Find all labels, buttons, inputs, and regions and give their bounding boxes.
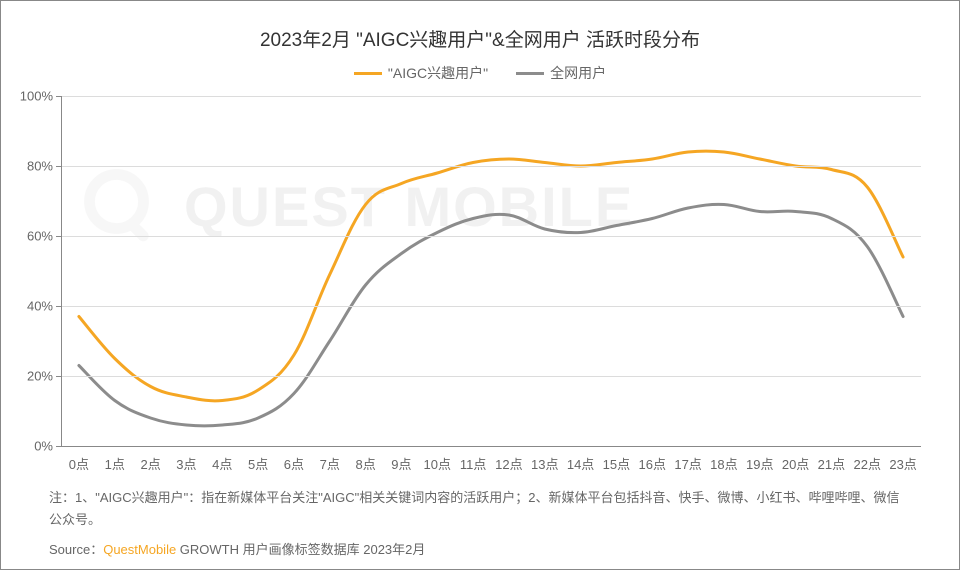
x-axis-label: 9点	[391, 446, 411, 473]
series-line-0	[79, 151, 903, 401]
x-axis-label: 10点	[424, 446, 451, 473]
chart-title: 2023年2月 "AIGC兴趣用户"&全网用户 活跃时段分布	[1, 25, 959, 52]
x-axis-label: 5点	[248, 446, 268, 473]
legend-label: 全网用户	[550, 63, 606, 83]
x-axis-label: 8点	[355, 446, 375, 473]
x-axis-label: 19点	[746, 446, 773, 473]
line-plot	[61, 96, 921, 446]
y-axis-label: 100%	[20, 89, 61, 104]
x-axis-label: 23点	[889, 446, 916, 473]
x-axis-label: 14点	[567, 446, 594, 473]
series-line-1	[79, 204, 903, 426]
x-axis-label: 6点	[284, 446, 304, 473]
source-rest: GROWTH 用户画像标签数据库 2023年2月	[176, 542, 425, 557]
gridline	[61, 236, 921, 237]
legend-label: "AIGC兴趣用户"	[388, 63, 488, 83]
y-axis-label: 40%	[27, 299, 61, 314]
source-prefix: Source：	[49, 542, 103, 557]
chart-container: QUEST MOBILE 2023年2月 "AIGC兴趣用户"&全网用户 活跃时…	[0, 0, 960, 570]
x-axis-label: 18点	[710, 446, 737, 473]
gridline	[61, 96, 921, 97]
x-axis-label: 12点	[495, 446, 522, 473]
x-axis-label: 20点	[782, 446, 809, 473]
legend-item-0: "AIGC兴趣用户"	[354, 63, 488, 83]
legend-swatch	[354, 72, 382, 75]
footnote: 注：1、"AIGC兴趣用户"：指在新媒体平台关注"AIGC"相关关键词内容的活跃…	[49, 487, 911, 531]
x-axis-label: 3点	[176, 446, 196, 473]
x-axis-label: 1点	[105, 446, 125, 473]
x-axis-label: 21点	[818, 446, 845, 473]
y-axis-label: 20%	[27, 369, 61, 384]
source-line: Source：QuestMobile GROWTH 用户画像标签数据库 2023…	[49, 539, 425, 558]
gridline	[61, 376, 921, 377]
source-brand: QuestMobile	[103, 542, 176, 557]
gridline	[61, 306, 921, 307]
x-axis-label: 22点	[854, 446, 881, 473]
x-axis-label: 13点	[531, 446, 558, 473]
legend-item-1: 全网用户	[516, 63, 606, 83]
x-axis-label: 15点	[603, 446, 630, 473]
x-axis-label: 4点	[212, 446, 232, 473]
x-axis-label: 11点	[460, 446, 487, 473]
x-axis-label: 7点	[320, 446, 340, 473]
legend-swatch	[516, 72, 544, 75]
legend: "AIGC兴趣用户" 全网用户	[1, 63, 959, 83]
x-axis-label: 0点	[69, 446, 89, 473]
y-axis-label: 60%	[27, 229, 61, 244]
y-axis	[61, 96, 62, 446]
chart-area: 0%20%40%60%80%100%0点1点2点3点4点5点6点7点8点9点10…	[61, 96, 921, 446]
y-axis-label: 0%	[34, 439, 61, 454]
y-axis-label: 80%	[27, 159, 61, 174]
x-axis-label: 2点	[140, 446, 160, 473]
gridline	[61, 166, 921, 167]
x-axis-label: 17点	[674, 446, 701, 473]
x-axis-label: 16点	[639, 446, 666, 473]
